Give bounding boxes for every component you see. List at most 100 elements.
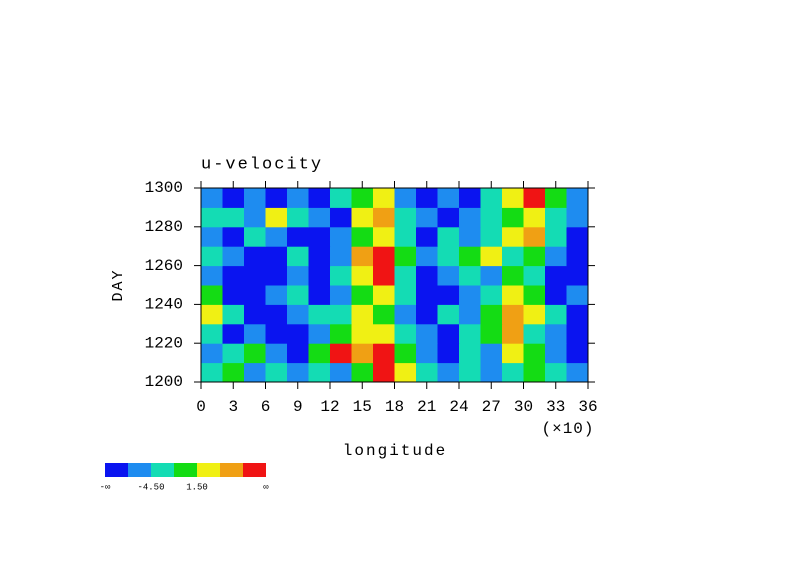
x-tick-label: 27 [482, 398, 501, 416]
cell [523, 207, 546, 228]
cell [330, 285, 352, 305]
cell [287, 188, 309, 208]
cell [308, 207, 331, 228]
cell [222, 362, 245, 383]
cell [244, 304, 266, 325]
cell [394, 265, 417, 286]
x-tick-label: 18 [385, 398, 404, 416]
cell [545, 285, 567, 305]
x-tick-label: 33 [546, 398, 565, 416]
cell [416, 226, 438, 247]
colorbar-box [197, 463, 220, 477]
colorbar-box [151, 463, 174, 477]
cell [394, 362, 417, 383]
cell [437, 226, 460, 247]
cell [437, 207, 460, 228]
cell [222, 188, 245, 208]
colorbar-high: ∞ [263, 482, 269, 492]
cell [265, 188, 288, 208]
cell [201, 304, 223, 325]
cell [330, 246, 352, 267]
cell [265, 323, 288, 344]
cell [308, 343, 331, 364]
cell [330, 304, 352, 325]
cell [437, 188, 460, 208]
cell [330, 207, 352, 228]
cell [480, 207, 503, 228]
cell [566, 323, 589, 344]
cell [201, 226, 223, 247]
cell [201, 207, 223, 228]
cell [287, 323, 309, 344]
cell [566, 304, 589, 325]
cell [308, 285, 331, 305]
cell [244, 323, 266, 344]
cell [287, 207, 309, 228]
colorbar-box [220, 463, 243, 477]
cell [394, 304, 417, 325]
cell [416, 246, 438, 267]
cell [265, 304, 288, 325]
cell [566, 343, 589, 364]
cell [222, 343, 245, 364]
x-tick-label: 21 [417, 398, 436, 416]
x-tick-label: 15 [353, 398, 372, 416]
cell [351, 343, 374, 364]
cell [330, 265, 352, 286]
cell [566, 207, 589, 228]
cell [459, 246, 481, 267]
cell [416, 188, 438, 208]
x-tick-label: 12 [320, 398, 339, 416]
chart-title: u-velocity [201, 155, 323, 174]
cell [308, 226, 331, 247]
cell [502, 343, 524, 364]
cell [480, 246, 503, 267]
cell [502, 285, 524, 305]
cell [244, 188, 266, 208]
cell [222, 285, 245, 305]
x-multiplier: (×10) [541, 420, 594, 438]
cell [437, 343, 460, 364]
x-tick-label: 30 [514, 398, 533, 416]
y-tick-label: 1280 [145, 218, 183, 236]
cell [459, 343, 481, 364]
cell [201, 323, 223, 344]
cell [308, 265, 331, 286]
cell [437, 265, 460, 286]
cell [201, 188, 223, 208]
cell [545, 265, 567, 286]
colorbar-box [174, 463, 197, 477]
y-tick-label: 1260 [145, 257, 183, 275]
cell [416, 304, 438, 325]
cell [351, 188, 374, 208]
cell [523, 343, 546, 364]
cell [394, 207, 417, 228]
cell [416, 343, 438, 364]
cell [480, 226, 503, 247]
cell [394, 246, 417, 267]
cell [416, 362, 438, 383]
cell [459, 226, 481, 247]
cell [222, 246, 245, 267]
cell [373, 188, 395, 208]
colorbar-box [105, 463, 128, 477]
cell [566, 246, 589, 267]
cell [480, 362, 503, 383]
cell [265, 226, 288, 247]
cell [566, 226, 589, 247]
y-tick-label: 1300 [145, 179, 183, 197]
cell [222, 265, 245, 286]
cell [459, 362, 481, 383]
cell [523, 188, 546, 208]
cell [330, 343, 352, 364]
cell [265, 246, 288, 267]
cell [437, 323, 460, 344]
cell [308, 304, 331, 325]
cell [265, 265, 288, 286]
cell [373, 323, 395, 344]
cell [459, 304, 481, 325]
cell [244, 362, 266, 383]
cell [416, 323, 438, 344]
cell [545, 362, 567, 383]
